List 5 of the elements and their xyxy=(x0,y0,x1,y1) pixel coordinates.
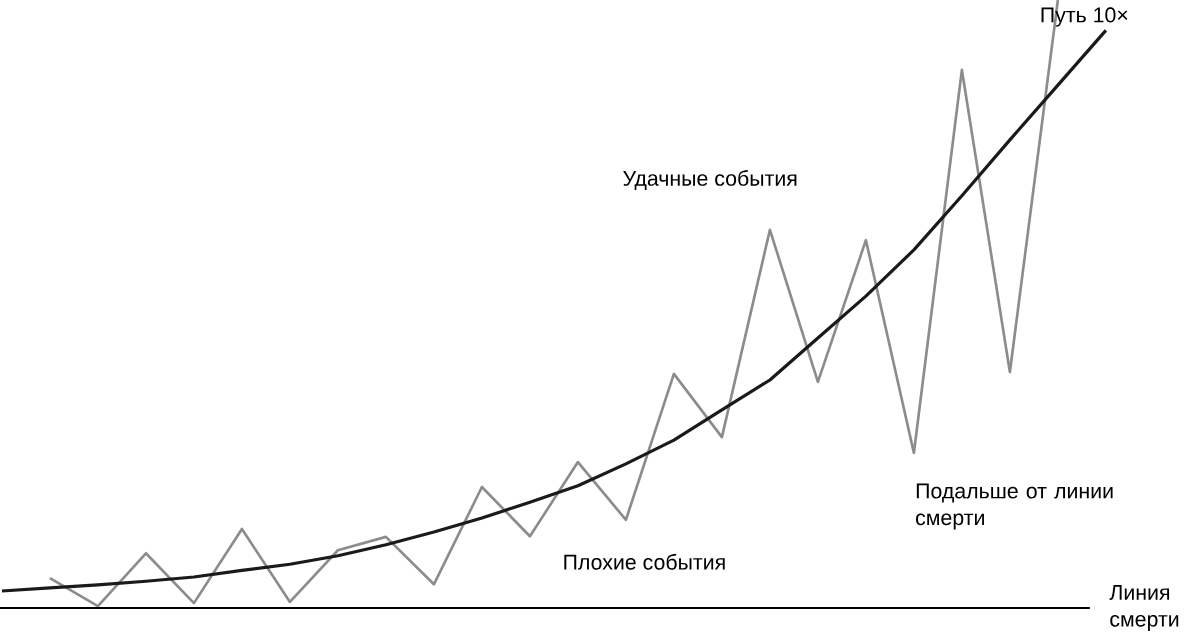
annotation: Путь 10× xyxy=(1041,7,1128,27)
x-axis-title: Линия смерти xyxy=(1109,585,1179,631)
annotation: Подальше от линии смерти xyxy=(916,483,1113,530)
annotation: Удачные события xyxy=(623,170,797,190)
annotation: Плохие события xyxy=(564,553,725,570)
